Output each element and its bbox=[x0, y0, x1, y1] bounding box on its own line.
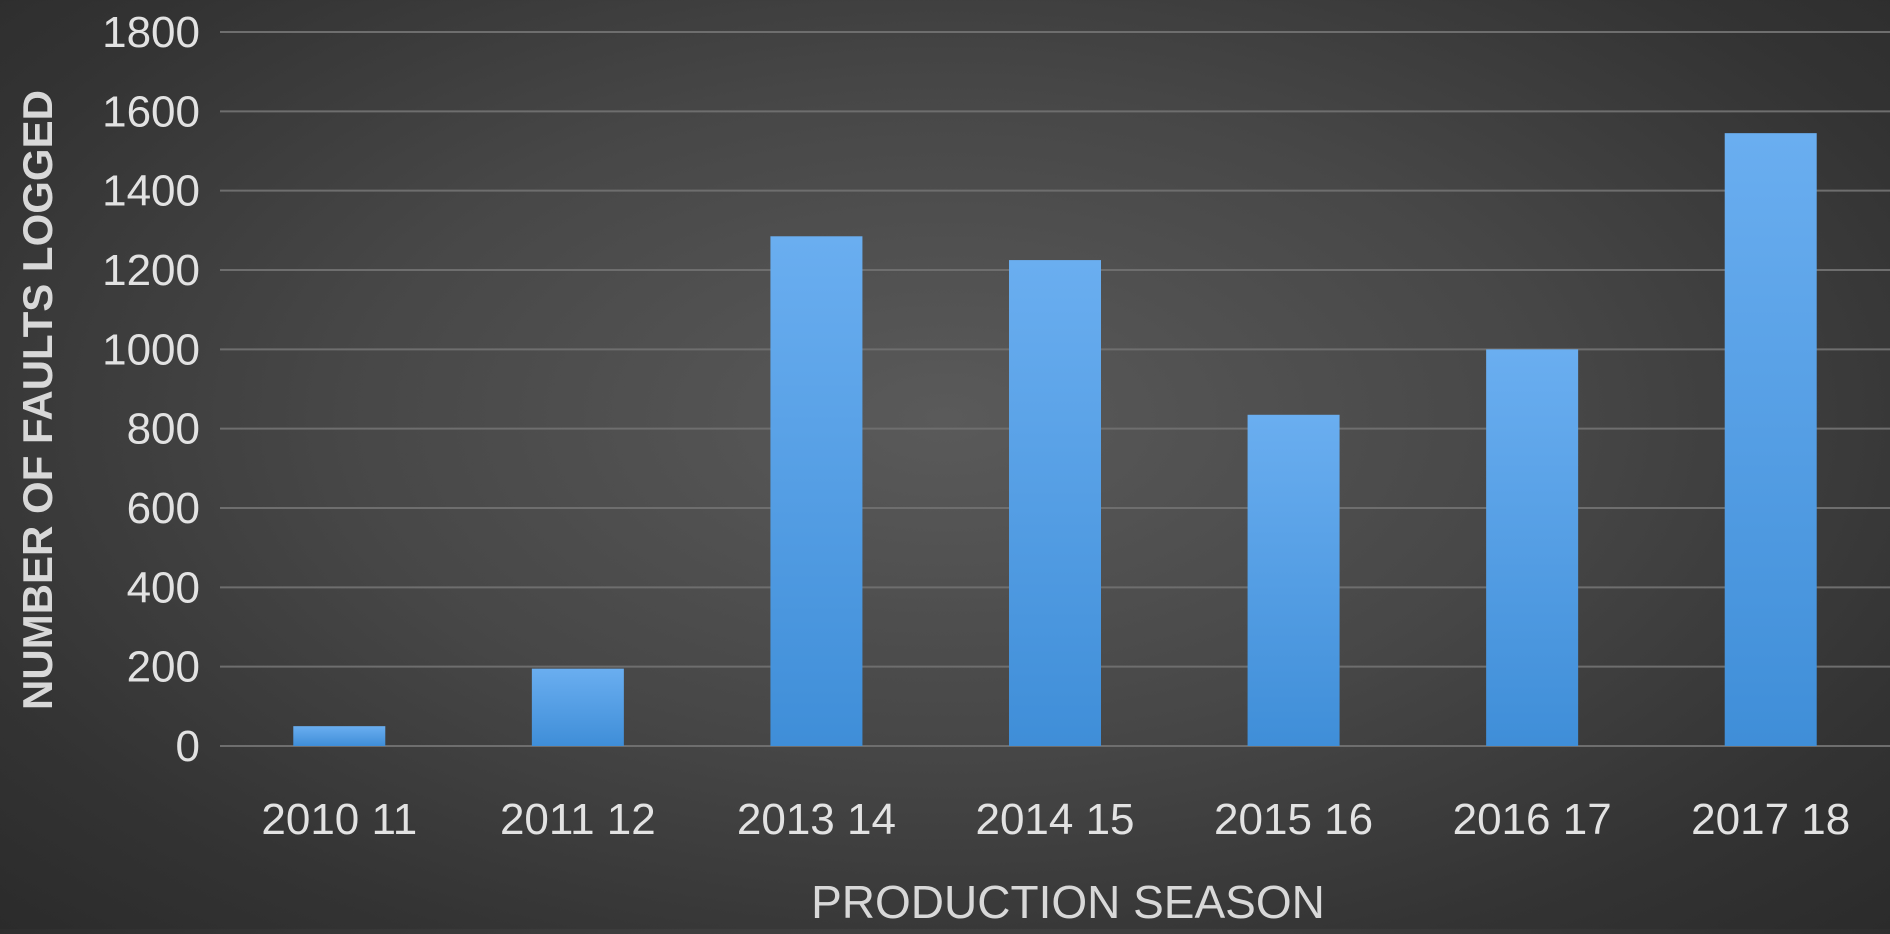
y-axis-ticks: 0 200 400 600 800 1000 1200 1400 1600 1800 bbox=[102, 8, 200, 771]
x-tick-label: 2011 12 bbox=[500, 795, 656, 844]
y-tick-label: 600 bbox=[127, 484, 200, 533]
x-tick-label: 2015 16 bbox=[1214, 795, 1373, 844]
bar-2015-16 bbox=[1247, 414, 1340, 746]
bar-2013-14 bbox=[770, 236, 863, 747]
y-tick-label: 0 bbox=[176, 722, 200, 771]
y-axis-title: NUMBER OF FAULTS LOGGED bbox=[14, 90, 61, 710]
y-tick-label: 800 bbox=[127, 405, 200, 454]
bars bbox=[293, 133, 1817, 747]
bar-2016-17 bbox=[1486, 349, 1579, 746]
y-tick-label: 1000 bbox=[102, 325, 200, 374]
bar-2011-12 bbox=[531, 668, 624, 746]
bar-2017-18 bbox=[1724, 133, 1817, 746]
x-tick-label: 2016 17 bbox=[1453, 795, 1612, 844]
y-tick-label: 1800 bbox=[102, 8, 200, 57]
x-axis-title: PRODUCTION SEASON bbox=[811, 876, 1325, 928]
x-tick-label: 2014 15 bbox=[975, 795, 1134, 844]
bar-2014-15 bbox=[1009, 260, 1101, 746]
y-tick-label: 200 bbox=[127, 643, 200, 692]
x-tick-label: 2010 11 bbox=[261, 795, 417, 844]
x-tick-label: 2017 18 bbox=[1691, 795, 1850, 844]
y-tick-label: 1600 bbox=[102, 87, 200, 136]
y-tick-label: 400 bbox=[127, 563, 200, 612]
x-axis-ticks: 2010 11 2011 12 2013 14 2014 15 2015 16 2016 … bbox=[261, 795, 1850, 844]
y-tick-label: 1200 bbox=[102, 246, 200, 295]
bar-2010-11 bbox=[293, 726, 386, 746]
x-tick-label: 2013 14 bbox=[737, 795, 896, 844]
y-tick-label: 1400 bbox=[102, 167, 200, 216]
